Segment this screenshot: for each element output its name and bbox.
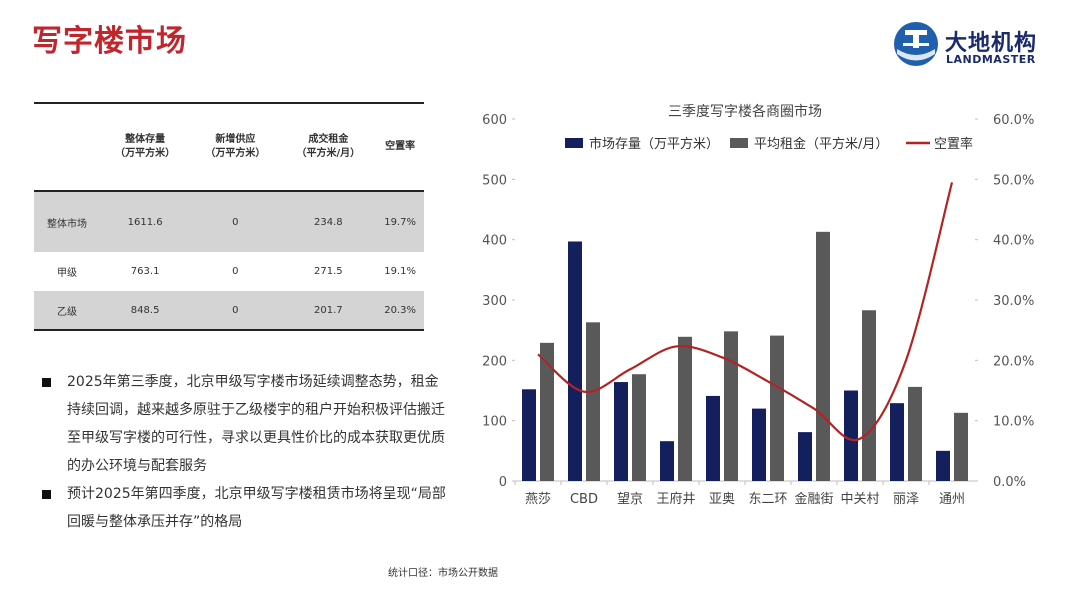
stock-bar [706,395,720,481]
table-row: 整体市场 1611.6 0 234.8 19.7% [34,191,424,252]
x-axis-tick-label: 东二环 [748,492,787,507]
data-source-note: 统计口径：市场公开数据 [388,568,498,579]
legend-swatch [565,138,583,148]
rent-bar [954,412,968,481]
table-header-blank [34,103,100,191]
bullet-text: 预计2025年第四季度，北京甲级写字楼租赁市场将呈现“局部回暖与整体承压并存”的… [67,486,446,530]
market-summary-table: 整体存量 （万平方米） 新增供应 （万平方米） 成交租金 （平方米/月） 空置率… [34,102,424,331]
header-stock-label: 整体存量 [125,134,166,145]
square-bullet-icon [42,490,51,499]
rent-bar [586,322,600,481]
right-axis-tick-label: 10.0% [993,415,1034,430]
chart-title: 三季度写字楼各商圈市场 [668,103,822,120]
stock-bar [890,403,904,481]
stock-bar [798,432,812,481]
stock-bar [752,408,766,481]
rent-bar [816,231,830,481]
row-rent: 201.7 [314,304,343,316]
legend-swatch [730,138,748,148]
row-name: 乙级 [57,306,77,318]
row-supply: 0 [232,304,239,316]
x-axis-tick-label: 金融街 [794,491,833,507]
x-axis-tick-label: 丽泽 [893,492,919,507]
rent-bar [908,386,922,481]
stock-bar [614,382,628,481]
legend-label: 平均租金（平方米/月） [754,136,888,152]
logo-english-name: LANDMASTER [946,53,1036,66]
right-axis-tick-label: 40.0% [993,234,1034,249]
x-axis-tick-label: CBD [570,492,598,507]
landmaster-logo-icon [894,22,938,66]
table-header-vacancy: 空置率 [376,103,424,191]
commentary-bullets: 2025年第三季度，北京甲级写字楼市场延续调整态势，租金持续回调，越来越多原驻于… [42,368,452,536]
right-axis-tick-label: 0.0% [993,475,1026,490]
stock-bar [936,450,950,481]
row-stock: 763.1 [130,266,160,277]
header-rent-label: 成交租金 [308,134,349,145]
left-axis-tick-label: 400 [482,234,507,249]
rent-bar [724,331,738,481]
x-axis-tick-label: 中关村 [840,492,879,507]
table-header-rent: 成交租金 （平方米/月） [280,103,376,191]
logo-chinese-name: 大地机构 [945,31,1038,56]
right-axis-tick-label: 60.0% [993,113,1034,128]
row-vacancy: 20.3% [384,304,416,316]
header-stock-unit: （万平方米） [115,148,176,159]
x-axis-tick-label: 望京 [617,491,643,507]
right-axis-tick-label: 50.0% [993,173,1034,188]
table-header-supply: 新增供应 （万平方米） [190,103,280,191]
rent-bar [632,374,646,481]
header-rent-unit: （平方米/月） [296,148,361,159]
x-axis-tick-label: 亚奥 [709,492,735,507]
left-axis-tick-label: 600 [482,113,507,128]
bullet-item: 2025年第三季度，北京甲级写字楼市场延续调整态势，租金持续回调，越来越多原驻于… [42,368,452,480]
left-axis-tick-label: 500 [482,173,507,188]
x-axis-tick-label: 王府井 [656,492,695,507]
right-axis-tick-label: 20.0% [993,354,1034,369]
row-vacancy: 19.1% [384,266,416,277]
table-header-row: 整体存量 （万平方米） 新增供应 （万平方米） 成交租金 （平方米/月） 空置率 [34,103,424,191]
header-supply-label: 新增供应 [215,134,256,145]
left-axis-tick-label: 200 [482,354,507,369]
row-name: 整体市场 [47,218,87,230]
row-rent: 271.5 [314,266,343,277]
left-axis-tick-label: 100 [482,415,507,430]
rent-bar [678,336,692,481]
district-market-chart: 三季度写字楼各商圈市场 0 100 200 300 400 500 600 0.0% 10.0% 2… [482,103,1034,507]
left-axis-tick-label: 0 [499,475,507,490]
legend-label: 空置率 [934,136,973,152]
x-axis-tick-label: 通州 [939,492,965,507]
header-vacancy-label: 空置率 [385,141,416,152]
table-row: 乙级 848.5 0 201.7 20.3% [34,291,424,330]
bullet-text: 2025年第三季度，北京甲级写字楼市场延续调整态势，租金持续回调，越来越多原驻于… [67,374,445,474]
table-row: 甲级 763.1 0 271.5 19.1% [34,252,424,291]
row-vacancy: 19.7% [384,216,416,228]
stock-bar [660,441,674,481]
rent-bar [540,342,554,481]
stock-bar [844,390,858,481]
x-axis-tick-label: 燕莎 [525,492,551,507]
legend-label: 市场存量（万平方米） [589,136,719,152]
header-supply-unit: （万平方米） [205,148,266,159]
stock-bar [568,241,582,481]
table-header-stock: 整体存量 （万平方米） [100,103,190,191]
right-axis-tick-label: 30.0% [993,294,1034,309]
row-supply: 0 [232,216,239,228]
rent-bar [862,310,876,481]
row-name: 甲级 [57,268,77,279]
brand-logo: 大地机构 LANDMASTER [893,21,1053,71]
row-stock: 1611.6 [127,216,163,228]
square-bullet-icon [42,378,51,387]
rent-bar [770,335,784,481]
stock-bar [522,389,536,481]
vacancy-rate-line [537,182,954,442]
row-stock: 848.5 [130,304,160,316]
page-title: 写字楼市场 [32,24,187,59]
bullet-item: 预计2025年第四季度，北京甲级写字楼租赁市场将呈现“局部回暖与整体承压并存”的… [42,480,452,536]
left-axis-tick-label: 300 [482,294,507,309]
row-supply: 0 [232,266,239,277]
row-rent: 234.8 [314,216,343,228]
